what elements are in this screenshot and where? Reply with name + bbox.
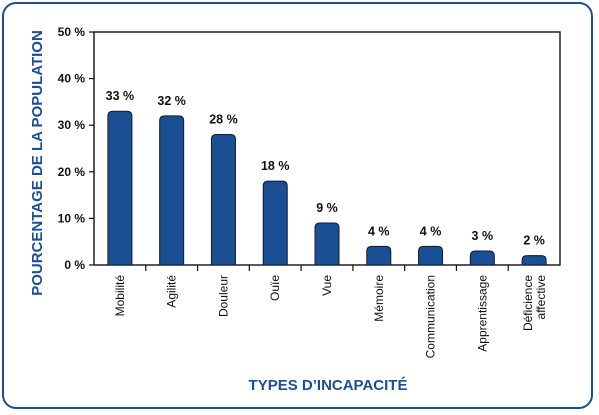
x-tick-label: Ouïe xyxy=(268,275,282,301)
y-tick-label: 10 % xyxy=(58,211,86,225)
bar xyxy=(107,110,133,266)
y-tick-label: 0 % xyxy=(64,258,85,272)
bar xyxy=(521,255,547,266)
bar xyxy=(262,180,288,266)
y-axis-title: POURCENTAGE DE LA POPULATION xyxy=(29,30,46,296)
data-label: 2 % xyxy=(523,234,545,248)
y-tick-label: 50 % xyxy=(58,25,86,39)
bar xyxy=(159,115,185,266)
chart-frame xyxy=(2,2,593,409)
bar xyxy=(210,134,236,266)
x-tick-label: Vue xyxy=(320,275,334,296)
data-label: 9 % xyxy=(316,201,338,215)
x-tick-label: Déficienceaffective xyxy=(521,275,548,331)
data-label: 3 % xyxy=(472,229,494,243)
bar xyxy=(469,250,495,266)
data-label: 33 % xyxy=(106,89,135,103)
data-label: 28 % xyxy=(209,113,238,127)
plot-area: 0 % 10 % 20 % 30 % 40 % 50 % 33 % Mobilité 32 % A… xyxy=(58,25,561,358)
y-tick-label: 20 % xyxy=(58,165,86,179)
x-tick-label: Mémoire xyxy=(372,275,386,322)
data-label: 18 % xyxy=(261,159,290,173)
x-tick-label: Mobilité xyxy=(113,275,127,317)
data-label: 32 % xyxy=(157,94,186,108)
y-tick-label: 30 % xyxy=(58,118,86,132)
bar xyxy=(314,222,340,266)
bar xyxy=(366,245,392,266)
x-tick-label: Douleur xyxy=(216,275,230,317)
bar xyxy=(418,245,444,266)
x-tick-label: Agilité xyxy=(165,275,179,308)
data-label: 4 % xyxy=(368,224,390,238)
y-tick-label: 40 % xyxy=(58,72,86,86)
x-tick-label: Apprentissage xyxy=(475,275,489,352)
data-label: 4 % xyxy=(420,224,442,238)
x-tick-label: Communication xyxy=(424,275,438,358)
x-axis-title: TYPES D’INCAPACITÉ xyxy=(249,377,408,394)
